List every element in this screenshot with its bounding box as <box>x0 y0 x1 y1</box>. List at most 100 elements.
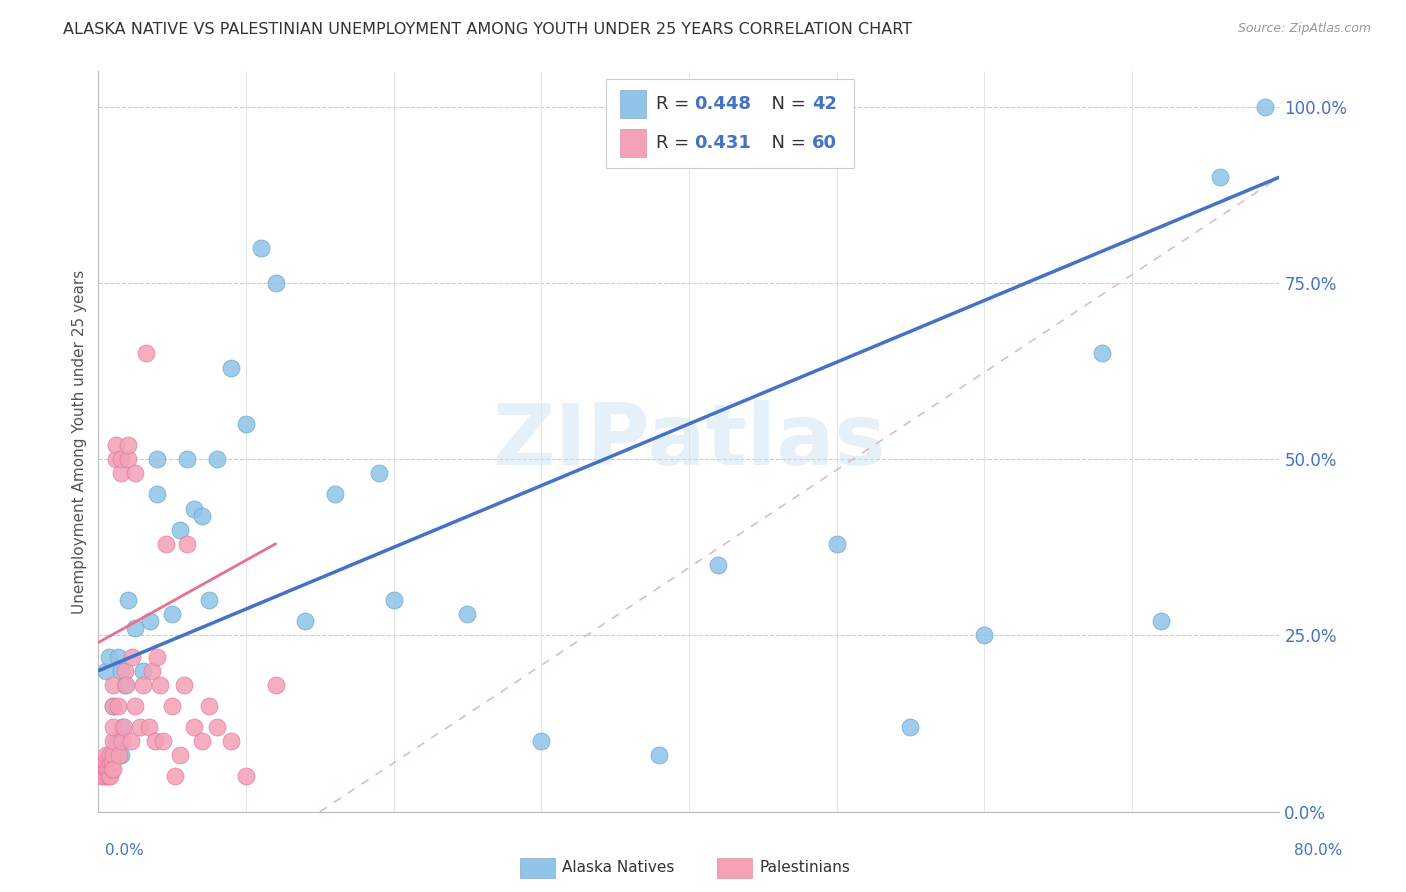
Point <box>162 698 183 713</box>
Text: Alaska Natives: Alaska Natives <box>562 860 675 874</box>
Point <box>103 678 125 692</box>
Text: 0.0%: 0.0% <box>105 843 145 858</box>
Point <box>138 720 160 734</box>
FancyBboxPatch shape <box>606 78 855 168</box>
Point <box>103 748 125 763</box>
Point <box>97 769 120 783</box>
Point <box>382 593 405 607</box>
Text: N =: N = <box>759 134 811 152</box>
Text: 42: 42 <box>811 95 837 112</box>
Point <box>110 452 132 467</box>
Point <box>114 664 136 678</box>
Point <box>103 698 125 713</box>
Y-axis label: Unemployment Among Youth under 25 years: Unemployment Among Youth under 25 years <box>72 269 87 614</box>
Point <box>191 734 214 748</box>
Point <box>110 664 132 678</box>
Point <box>368 467 391 481</box>
Text: 0.431: 0.431 <box>693 134 751 152</box>
Point <box>825 537 848 551</box>
Point <box>176 537 198 551</box>
Point <box>169 523 191 537</box>
Point <box>173 678 195 692</box>
Point <box>91 763 114 777</box>
Point <box>900 720 922 734</box>
Point <box>124 698 146 713</box>
Point <box>107 649 129 664</box>
Text: Source: ZipAtlas.com: Source: ZipAtlas.com <box>1237 22 1371 36</box>
Point <box>121 649 143 664</box>
Point <box>135 346 157 360</box>
Text: R =: R = <box>655 95 695 112</box>
Point <box>110 748 132 763</box>
Point <box>132 664 155 678</box>
Point <box>162 607 183 622</box>
Point <box>103 734 125 748</box>
Point <box>1150 615 1173 629</box>
Point <box>94 664 117 678</box>
Point <box>141 664 163 678</box>
Text: 60: 60 <box>811 134 837 152</box>
Point <box>143 734 166 748</box>
Point <box>120 734 142 748</box>
Point <box>90 769 112 783</box>
Point <box>149 678 172 692</box>
Point <box>96 769 118 783</box>
Point <box>100 763 122 777</box>
Point <box>1209 170 1232 185</box>
Point <box>205 452 228 467</box>
Point <box>1091 346 1114 360</box>
Point <box>264 678 287 692</box>
Point <box>198 698 221 713</box>
Point <box>103 763 125 777</box>
Point <box>103 698 125 713</box>
Point <box>124 621 146 635</box>
Point <box>94 763 117 777</box>
Point <box>93 769 115 783</box>
Point <box>139 615 162 629</box>
Bar <box>620 89 647 118</box>
Point <box>110 467 132 481</box>
Point <box>97 763 120 777</box>
Text: R =: R = <box>655 134 695 152</box>
Text: 80.0%: 80.0% <box>1295 843 1343 858</box>
Point <box>250 241 273 255</box>
Point <box>323 487 346 501</box>
Point <box>176 452 198 467</box>
Point <box>707 558 730 572</box>
Point <box>169 748 191 763</box>
Point <box>103 720 125 734</box>
Point <box>152 734 174 748</box>
Point <box>183 501 205 516</box>
Point <box>530 734 553 748</box>
Point <box>146 452 169 467</box>
Point <box>94 748 117 763</box>
Point <box>108 748 131 763</box>
Point <box>183 720 205 734</box>
Point <box>105 438 128 452</box>
Point <box>128 720 150 734</box>
Point <box>124 467 146 481</box>
Point <box>165 769 187 783</box>
Point <box>111 720 134 734</box>
Point <box>132 678 155 692</box>
Point <box>105 452 128 467</box>
Text: ZIPatlas: ZIPatlas <box>492 400 886 483</box>
Point <box>155 537 177 551</box>
Point <box>107 698 129 713</box>
Point <box>973 628 995 642</box>
Point <box>98 748 121 763</box>
Text: N =: N = <box>759 95 811 112</box>
Point <box>100 748 122 763</box>
Point <box>117 438 139 452</box>
Point <box>98 756 121 770</box>
Point <box>112 720 135 734</box>
Text: 0.448: 0.448 <box>693 95 751 112</box>
Text: Palestinians: Palestinians <box>759 860 851 874</box>
Text: ALASKA NATIVE VS PALESTINIAN UNEMPLOYMENT AMONG YOUTH UNDER 25 YEARS CORRELATION: ALASKA NATIVE VS PALESTINIAN UNEMPLOYMEN… <box>63 22 912 37</box>
Point <box>457 607 479 622</box>
Point <box>93 756 115 770</box>
Point <box>111 734 134 748</box>
Point <box>235 417 257 431</box>
Bar <box>620 128 647 157</box>
Point <box>97 649 120 664</box>
